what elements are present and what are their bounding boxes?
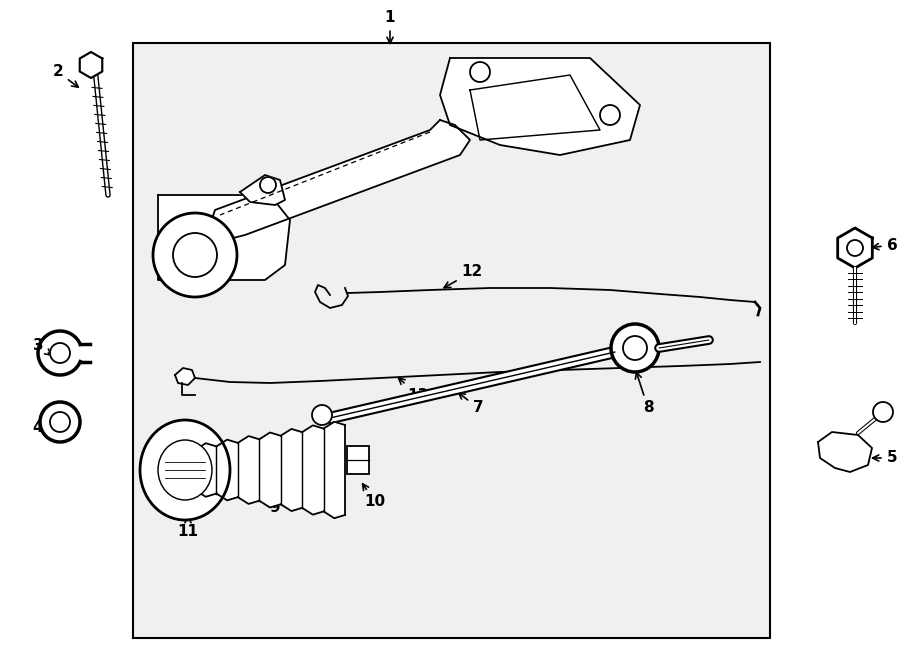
Circle shape [623,336,647,360]
Text: 6: 6 [873,237,897,253]
Circle shape [611,324,659,372]
Polygon shape [158,195,290,280]
Circle shape [50,412,70,432]
Polygon shape [818,432,872,472]
Polygon shape [838,228,872,268]
Circle shape [873,402,893,422]
Polygon shape [175,368,195,385]
Circle shape [153,213,237,297]
Circle shape [470,62,490,82]
Circle shape [50,343,70,363]
Text: 13: 13 [399,378,428,403]
Polygon shape [216,440,238,500]
Polygon shape [324,422,345,518]
Text: 7: 7 [459,393,483,416]
Polygon shape [240,175,285,205]
Text: 9: 9 [258,491,280,516]
Text: 4: 4 [32,420,50,436]
Polygon shape [302,426,324,515]
Text: 11: 11 [177,517,199,539]
Polygon shape [210,120,470,240]
Circle shape [847,240,863,256]
Circle shape [260,177,276,193]
Bar [133,43,770,638]
Text: 8: 8 [635,372,653,416]
Text: 1: 1 [385,11,395,44]
Polygon shape [80,52,103,78]
Polygon shape [195,444,216,497]
Text: 3: 3 [32,338,51,355]
Text: 10: 10 [363,484,385,510]
Text: 12: 12 [444,264,482,288]
Ellipse shape [140,420,230,520]
Circle shape [173,233,217,277]
Polygon shape [440,58,640,155]
Ellipse shape [158,440,212,500]
Polygon shape [281,429,302,511]
Circle shape [40,402,80,442]
Polygon shape [259,432,281,508]
Bar [347,446,369,474]
Polygon shape [238,436,259,504]
Circle shape [312,405,332,425]
Circle shape [600,105,620,125]
Text: 2: 2 [52,65,78,87]
Text: 5: 5 [873,451,897,465]
